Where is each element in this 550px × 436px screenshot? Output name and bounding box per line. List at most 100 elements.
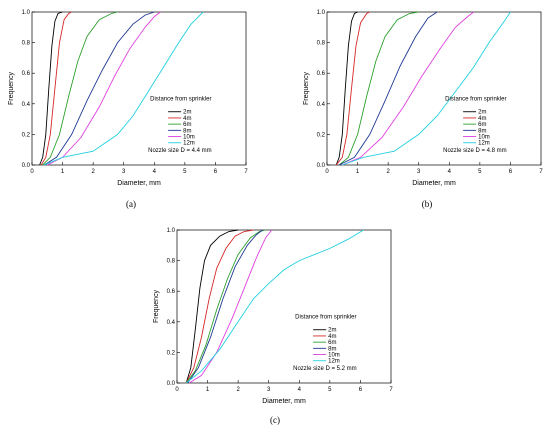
y-tick-label: 0.2 [22,132,31,138]
x-tick-label: 7 [389,387,393,393]
x-tick-label: 0 [325,169,329,175]
series-line-6m [338,11,419,166]
legend-entry: 10m [183,135,195,141]
x-tick-label: 2 [91,169,95,175]
legend-title: Distance from sprinkler [295,315,356,321]
x-axis-label: Diameter, mm [412,180,456,187]
series-line-12m [185,229,364,384]
series-line-2m [335,11,358,166]
legend-entry: 6m [183,122,191,128]
panel-label: (a) [126,199,136,209]
x-axis-label: Diameter, mm [117,180,161,187]
y-tick-label: 0.6 [317,71,326,77]
y-tick-label: 0.8 [167,259,176,265]
x-tick-label: 2 [386,169,390,175]
y-tick-label: 0.8 [22,41,31,47]
legend-entry: 6m [478,122,486,128]
legend-entry: 10m [328,353,340,359]
x-tick-label: 4 [153,169,157,175]
y-tick-label: 0.0 [317,163,326,169]
x-tick-label: 6 [359,387,363,393]
y-tick-label: 0.6 [167,289,176,295]
x-tick-label: 1 [61,169,65,175]
legend-entry: 12m [478,141,490,147]
x-tick-label: 6 [214,169,218,175]
x-tick-label: 3 [417,169,421,175]
y-tick-label: 1.0 [317,10,326,16]
legend-title: Distance from sprinkler [150,97,211,103]
series-line-10m [188,229,273,384]
legend-entry: 4m [328,334,336,340]
chart-panel-b: 0 1 2 3 4 5 6 7 0.0 0.2 0.4 0.6 0.8 1.0 Diameter, mm Fr… [303,10,543,209]
y-tick-label: 0.0 [22,163,31,169]
nozzle-size-note: Nozzle size D = 4.4 mm [148,148,212,154]
nozzle-size-note: Nozzle size D = 4.8 mm [443,148,507,154]
legend-entry: 2m [183,110,191,116]
legend-entry: 12m [183,141,195,147]
y-tick-label: 0.4 [317,102,326,108]
x-axis-label: Diameter, mm [262,398,306,405]
series-line-6m [185,229,266,384]
y-axis-label: Frequency [8,71,15,105]
series-line-4m [185,229,254,384]
x-tick-label: 3 [267,387,271,393]
series-line-12m [342,11,511,166]
x-tick-label: 5 [328,387,332,393]
legend-title: Distance from sprinkler [445,97,506,103]
x-tick-label: 3 [122,169,126,175]
y-tick-label: 0.4 [22,102,31,108]
chart-panel-a: 0 1 2 3 4 5 6 7 0.0 0.2 0.4 0.6 0.8 1.0 Diameter, mm Fr… [8,10,248,209]
legend-entry: 2m [328,328,336,334]
panel-label: (b) [422,199,433,209]
y-tick-label: 0.2 [317,132,326,138]
legend-entry: 8m [183,128,191,134]
x-tick-label: 4 [298,387,302,393]
legend-entry: 4m [478,116,486,122]
legend-entry: 8m [328,346,336,352]
series-line-6m [42,11,118,166]
series-line-10m [47,11,161,166]
panel-label: (c) [270,415,280,425]
x-tick-label: 5 [478,169,482,175]
x-tick-label: 1 [206,387,210,393]
legend-entry: 2m [478,110,486,116]
plot-frame [326,11,542,166]
y-tick-label: 0.4 [167,320,176,326]
legend-entry: 12m [328,359,340,365]
y-axis-label: Frequency [153,289,160,323]
plot-frame [31,11,247,166]
series-line-4m [335,11,370,166]
nozzle-size-note: Nozzle size D = 5.2 mm [293,366,357,372]
legend-entry: 6m [328,340,336,346]
series-line-8m [187,229,263,384]
series-line-2m [39,11,63,166]
x-tick-label: 7 [244,169,248,175]
series-line-12m [44,11,204,166]
series-line-8m [43,11,155,166]
y-axis-label: Frequency [303,71,310,105]
y-tick-label: 1.0 [167,228,176,234]
x-tick-label: 1 [356,169,360,175]
series-line-4m [40,11,72,166]
x-tick-label: 6 [509,169,513,175]
x-tick-label: 2 [236,387,240,393]
plot-frame [176,229,392,384]
y-tick-label: 0.0 [167,381,176,387]
legend-entry: 10m [478,135,490,141]
series-line-2m [185,229,239,384]
x-tick-label: 4 [448,169,452,175]
y-tick-label: 0.2 [167,350,176,356]
legend-entry: 8m [478,128,486,134]
legend-entry: 4m [183,116,191,122]
chart-panel-c: 0 1 2 3 4 5 6 7 0.0 0.2 0.4 0.6 0.8 1.0 Diameter, mm Fr… [153,228,393,425]
y-tick-label: 0.8 [317,41,326,47]
x-tick-label: 0 [175,387,179,393]
series-line-8m [338,11,438,166]
y-tick-label: 1.0 [22,10,31,16]
x-tick-label: 7 [539,169,543,175]
series-line-10m [342,11,474,166]
x-tick-label: 0 [30,169,34,175]
x-tick-label: 5 [183,169,187,175]
y-tick-label: 0.6 [22,71,31,77]
